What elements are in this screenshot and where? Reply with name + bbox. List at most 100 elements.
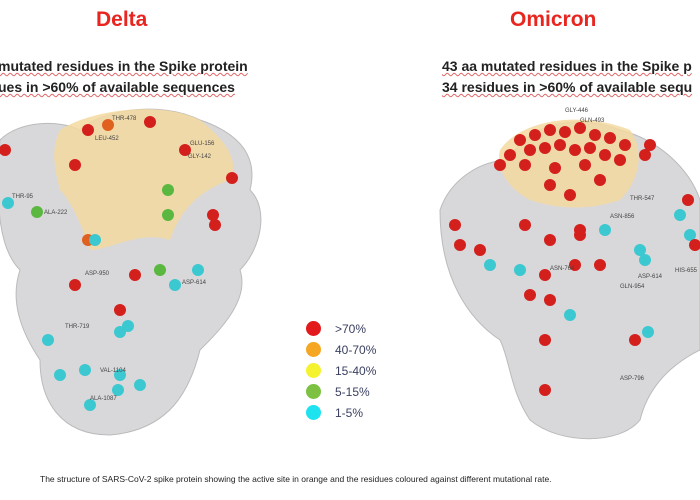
residue-sphere bbox=[129, 269, 141, 281]
residue-sphere bbox=[82, 124, 94, 136]
residue-sphere bbox=[524, 144, 536, 156]
residue-sphere bbox=[682, 194, 694, 206]
legend-item: 5-15% bbox=[306, 381, 376, 402]
residue-sphere bbox=[102, 119, 114, 131]
residue-sphere bbox=[2, 197, 14, 209]
residue-sphere bbox=[154, 264, 166, 276]
residue-label: ASN-856 bbox=[610, 214, 635, 220]
residue-label: GLY-142 bbox=[188, 154, 212, 160]
legend-swatch bbox=[306, 321, 321, 336]
residue-sphere bbox=[449, 219, 461, 231]
residue-label: THR-95 bbox=[12, 194, 34, 200]
residue-sphere bbox=[544, 124, 556, 136]
residue-sphere bbox=[122, 320, 134, 332]
residue-sphere bbox=[539, 269, 551, 281]
residue-sphere bbox=[539, 334, 551, 346]
delta-active-site bbox=[54, 109, 234, 250]
omicron-title: Omicron bbox=[510, 8, 597, 31]
residue-label: GLN-493 bbox=[580, 118, 605, 124]
residue-sphere bbox=[584, 142, 596, 154]
residue-sphere bbox=[639, 149, 651, 161]
residue-sphere bbox=[604, 132, 616, 144]
residue-sphere bbox=[144, 116, 156, 128]
residue-label: ALA-222 bbox=[44, 210, 68, 216]
residue-sphere bbox=[574, 122, 586, 134]
residue-sphere bbox=[684, 229, 696, 241]
residue-sphere bbox=[162, 184, 174, 196]
residue-label: ASP-614 bbox=[638, 274, 663, 280]
residue-sphere bbox=[519, 159, 531, 171]
residue-sphere bbox=[31, 206, 43, 218]
residue-sphere bbox=[642, 326, 654, 338]
residue-sphere bbox=[209, 219, 221, 231]
residue-label: ASN-764 bbox=[550, 266, 575, 272]
omicron-subtitle-1: 43 aa mutated residues in the Spike p bbox=[442, 58, 692, 74]
residue-sphere bbox=[69, 279, 81, 291]
residue-sphere bbox=[54, 369, 66, 381]
residue-label: THR-478 bbox=[112, 116, 137, 122]
residue-sphere bbox=[599, 224, 611, 236]
residue-sphere bbox=[674, 209, 686, 221]
residue-sphere bbox=[504, 149, 516, 161]
legend-label: 40-70% bbox=[335, 342, 377, 357]
residue-sphere bbox=[589, 129, 601, 141]
residue-sphere bbox=[454, 239, 466, 251]
residue-sphere bbox=[134, 379, 146, 391]
omicron-spike-structure: GLY-446 GLN-493 THR-547 ASN-856 ASP-614 HIS-6… bbox=[439, 108, 700, 440]
residue-sphere bbox=[114, 369, 126, 381]
residue-sphere bbox=[644, 139, 656, 151]
residue-sphere bbox=[84, 399, 96, 411]
residue-label: GLY-446 bbox=[565, 108, 589, 114]
residue-label: THR-547 bbox=[630, 196, 655, 202]
delta-subtitle-2: ues in >60% of available sequences bbox=[0, 79, 235, 95]
residue-sphere bbox=[574, 224, 586, 236]
residue-sphere bbox=[689, 239, 700, 251]
residue-sphere bbox=[564, 189, 576, 201]
residue-sphere bbox=[594, 259, 606, 271]
residue-sphere bbox=[559, 126, 571, 138]
legend-item: 40-70% bbox=[306, 339, 376, 360]
legend-swatch bbox=[306, 405, 321, 420]
residue-sphere bbox=[539, 384, 551, 396]
residue-sphere bbox=[554, 139, 566, 151]
residue-sphere bbox=[494, 159, 506, 171]
residue-label: GLN-954 bbox=[620, 284, 645, 290]
residue-sphere bbox=[514, 264, 526, 276]
residue-sphere bbox=[629, 334, 641, 346]
residue-sphere bbox=[112, 384, 124, 396]
delta-spike-structure: THR-478 LEU-452 GLU-156 GLY-142 THR-95 ALA-22… bbox=[0, 108, 262, 436]
residue-sphere bbox=[474, 244, 486, 256]
residue-sphere bbox=[569, 259, 581, 271]
residue-sphere bbox=[89, 234, 101, 246]
residue-sphere bbox=[114, 304, 126, 316]
residue-sphere bbox=[0, 144, 11, 156]
delta-title: Delta bbox=[96, 8, 148, 31]
legend-label: >70% bbox=[335, 321, 367, 336]
omicron-active-site bbox=[499, 119, 639, 208]
residue-sphere bbox=[614, 154, 626, 166]
legend-item: 15-40% bbox=[306, 360, 376, 381]
residue-sphere bbox=[569, 144, 581, 156]
residue-label: ASP-796 bbox=[620, 376, 645, 382]
legend-swatch bbox=[306, 363, 321, 378]
residue-sphere bbox=[544, 179, 556, 191]
residue-sphere bbox=[519, 219, 531, 231]
residue-sphere bbox=[226, 172, 238, 184]
residue-sphere bbox=[524, 289, 536, 301]
delta-subtitle-1: mutated residues in the Spike protein bbox=[0, 58, 248, 74]
residue-label: VAL-1104 bbox=[100, 368, 126, 374]
residue-sphere bbox=[634, 244, 646, 256]
residue-label: LEU-452 bbox=[95, 136, 119, 142]
legend-swatch bbox=[306, 384, 321, 399]
residue-sphere bbox=[599, 149, 611, 161]
residue-sphere bbox=[484, 259, 496, 271]
residue-sphere bbox=[549, 162, 561, 174]
residue-sphere bbox=[564, 309, 576, 321]
residue-sphere bbox=[594, 174, 606, 186]
residue-label: GLU-156 bbox=[190, 141, 215, 147]
legend-swatch bbox=[306, 342, 321, 357]
residue-sphere bbox=[544, 294, 556, 306]
residue-sphere bbox=[529, 129, 541, 141]
residue-sphere bbox=[192, 264, 204, 276]
residue-label: ALA-1087 bbox=[90, 396, 117, 402]
